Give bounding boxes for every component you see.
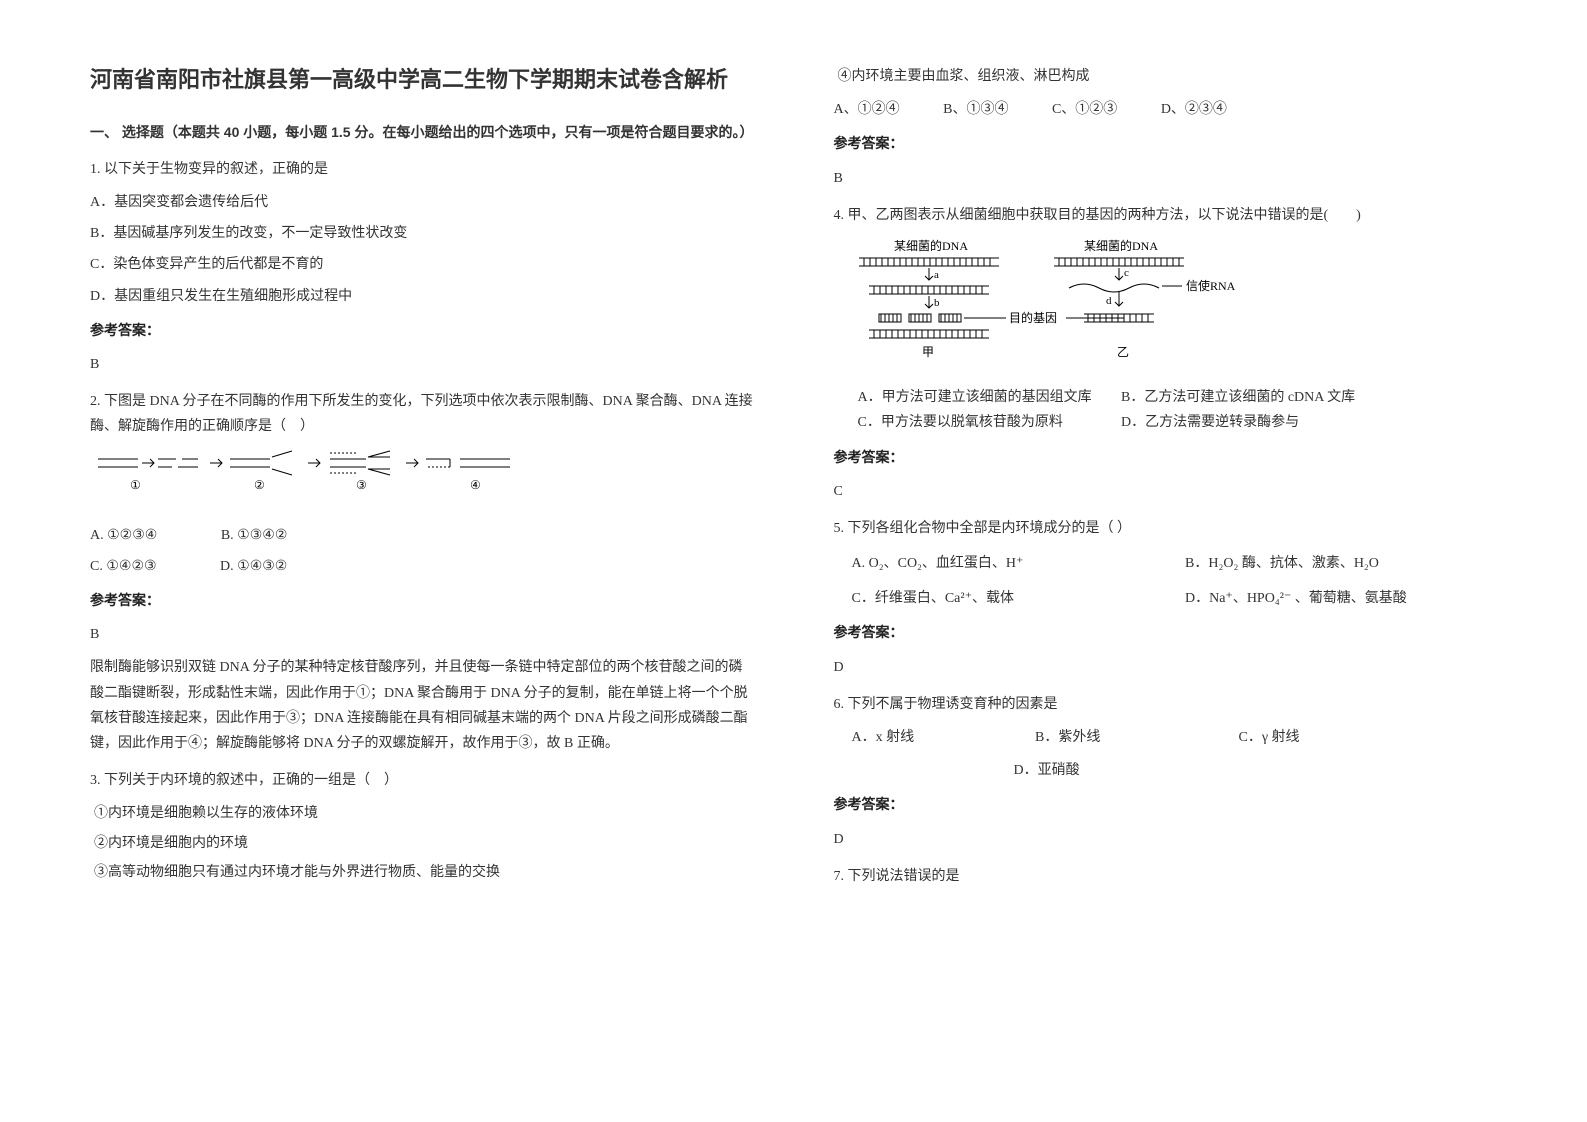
- q4-option-a: A．甲方法可建立该细菌的基因组文库: [858, 385, 1118, 410]
- q2-option-a: A. ①②③④: [90, 523, 157, 548]
- q6-option-b: B．紫外线: [1035, 725, 1235, 750]
- q2-answer: B: [90, 622, 754, 647]
- q2-explanation: 限制酶能够识别双链 DNA 分子的某种特定核苷酸序列，并且使每一条链中特定部位的…: [90, 655, 754, 756]
- q5-option-a: A. O₂、CO₂、血红蛋白、H⁺: [852, 551, 1182, 576]
- q6-answer-label: 参考答案：: [834, 793, 1498, 818]
- svg-text:某细菌的DNA: 某细菌的DNA: [1084, 238, 1158, 253]
- left-column: 河南省南阳市社旗县第一高级中学高二生物下学期期末试卷含解析 一、 选择题（本题共…: [50, 60, 794, 1062]
- q4-answer: C: [834, 479, 1498, 504]
- q3-answer: B: [834, 166, 1498, 191]
- q4-option-c: C．甲方法要以脱氧核苷酸为原料: [858, 410, 1118, 435]
- q1-option-d: D．基因重组只发生在生殖细胞形成过程中: [90, 284, 754, 309]
- q5-stem: 5. 下列各组化合物中全部是内环境成分的是（ ）: [834, 516, 1498, 541]
- q1-answer: B: [90, 352, 754, 377]
- q7-stem: 7. 下列说法错误的是: [834, 864, 1498, 889]
- q2-stem: 2. 下图是 DNA 分子在不同酶的作用下所发生的变化，下列选项中依次表示限制酶…: [90, 389, 754, 439]
- q3-item-3: ③高等动物细胞只有通过内环境才能与外界进行物质、能量的交换: [90, 860, 754, 885]
- q4-options-row2: C．甲方法要以脱氧核苷酸为原料 D．乙方法需要逆转录酶参与: [858, 410, 1498, 435]
- q4-option-b: B．乙方法可建立该细菌的 cDNA 文库: [1121, 390, 1355, 405]
- q3-options: A、①②④ B、①③④ C、①②③ D、②③④: [834, 97, 1498, 122]
- q1-option-c: C．染色体变异产生的后代都是不育的: [90, 252, 754, 277]
- svg-text:信使RNA: 信使RNA: [1186, 278, 1236, 293]
- q1-option-b: B．基因碱基序列发生的改变，不一定导致性状改变: [90, 221, 754, 246]
- q3-item-1: ①内环境是细胞赖以生存的液体环境: [90, 801, 754, 826]
- q2-answer-label: 参考答案：: [90, 589, 754, 614]
- q5-option-b: B．H₂O₂ 酶、抗体、激素、H₂O: [1185, 556, 1379, 571]
- right-column: ④内环境主要由血浆、组织液、淋巴构成 A、①②④ B、①③④ C、①②③ D、②…: [794, 60, 1538, 1062]
- q3-option-d: D、②③④: [1161, 97, 1227, 122]
- q1-option-a: A．基因突变都会遗传给后代: [90, 190, 754, 215]
- q6-answer: D: [834, 827, 1498, 852]
- svg-text:a: a: [934, 269, 939, 281]
- q3-option-b: B、①③④: [943, 97, 1008, 122]
- svg-text:②: ②: [254, 478, 265, 492]
- svg-text:d: d: [1106, 295, 1112, 307]
- q4-answer-label: 参考答案：: [834, 446, 1498, 471]
- q6-option-d: D．亚硝酸: [1014, 758, 1498, 783]
- q4-options-row1: A．甲方法可建立该细菌的基因组文库 B．乙方法可建立该细菌的 cDNA 文库: [858, 385, 1498, 410]
- q1-stem: 1. 以下关于生物变异的叙述，正确的是: [90, 157, 754, 182]
- document-title: 河南省南阳市社旗县第一高级中学高二生物下学期期末试卷含解析: [90, 60, 754, 100]
- q5-options-row1: A. O₂、CO₂、血红蛋白、H⁺ B．H₂O₂ 酶、抗体、激素、H₂O: [834, 551, 1498, 576]
- q2-options-row1: A. ①②③④ B. ①③④②: [90, 523, 754, 548]
- q5-options-row2: C．纤维蛋白、Ca²⁺、载体 D．Na⁺、HPO₄²⁻ 、葡萄糖、氨基酸: [834, 586, 1498, 611]
- svg-text:④: ④: [470, 478, 481, 492]
- q4-option-d: D．乙方法需要逆转录酶参与: [1121, 415, 1299, 430]
- q6-option-c: C．γ 射线: [1239, 730, 1300, 745]
- q5-answer-label: 参考答案：: [834, 621, 1498, 646]
- svg-text:c: c: [1124, 267, 1129, 279]
- q5-option-d: D．Na⁺、HPO₄²⁻ 、葡萄糖、氨基酸: [1185, 591, 1407, 606]
- q2-option-b: B. ①③④②: [221, 523, 288, 548]
- q5-answer: D: [834, 655, 1498, 680]
- q4-stem: 4. 甲、乙两图表示从细菌细胞中获取目的基因的两种方法，以下说法中错误的是( ): [834, 203, 1498, 228]
- q3-option-c: C、①②③: [1052, 97, 1117, 122]
- q2-options-row2: C. ①④②③ D. ①④③②: [90, 554, 754, 579]
- svg-text:b: b: [934, 297, 940, 309]
- q2-option-d: D. ①④③②: [220, 554, 287, 579]
- section-header: 一、 选择题（本题共 40 小题，每小题 1.5 分。在每小题给出的四个选项中，…: [90, 120, 754, 145]
- svg-text:①: ①: [130, 478, 141, 492]
- q3-answer-label: 参考答案：: [834, 132, 1498, 157]
- q6-option-a: A．x 射线: [852, 725, 1032, 750]
- q4-diagram: 某细菌的DNA a b: [834, 236, 1498, 375]
- q6-stem: 6. 下列不属于物理诱变育种的因素是: [834, 692, 1498, 717]
- q5-option-c: C．纤维蛋白、Ca²⁺、载体: [852, 586, 1182, 611]
- q1-answer-label: 参考答案：: [90, 319, 754, 344]
- q3-option-a: A、①②④: [834, 97, 900, 122]
- q4-left-label: 某细菌的DNA: [894, 238, 968, 253]
- svg-text:甲: 甲: [922, 345, 934, 359]
- q6-options-row1: A．x 射线 B．紫外线 C．γ 射线: [834, 725, 1498, 750]
- q2-option-c: C. ①④②③: [90, 554, 157, 579]
- q3-item-2: ②内环境是细胞内的环境: [90, 831, 754, 856]
- q2-diagram: ① ② ③ ④: [90, 447, 754, 512]
- q3-item-4: ④内环境主要由血浆、组织液、淋巴构成: [834, 64, 1498, 89]
- q3-stem: 3. 下列关于内环境的叙述中，正确的一组是（ ）: [90, 768, 754, 793]
- svg-text:乙: 乙: [1117, 345, 1129, 359]
- svg-text:③: ③: [356, 478, 367, 492]
- svg-text:目的基因: 目的基因: [1009, 310, 1057, 325]
